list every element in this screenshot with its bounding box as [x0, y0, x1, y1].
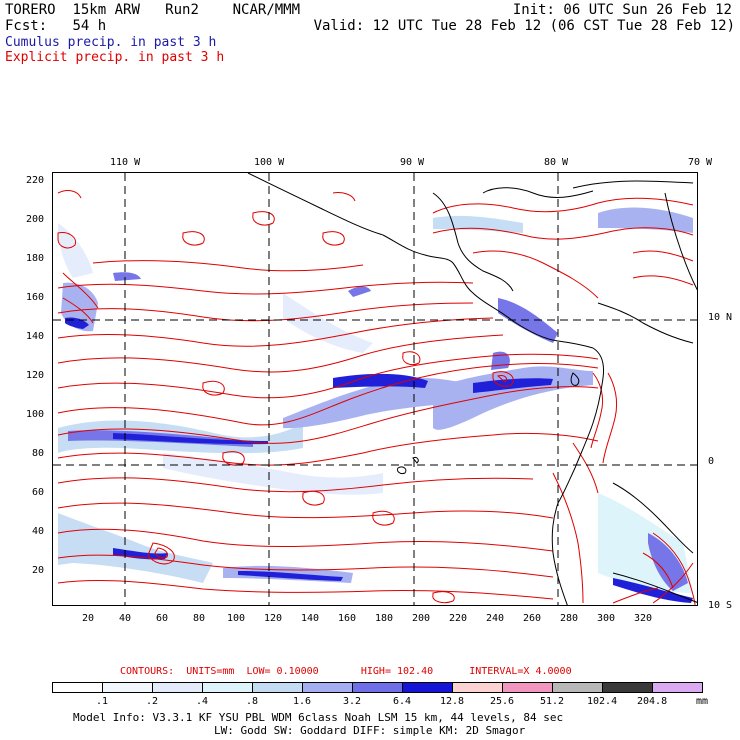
legend-swatch: [652, 682, 703, 693]
model-run: Run2: [165, 2, 199, 18]
init-time: Init: 06 UTC Sun 26 Feb 12: [512, 2, 732, 18]
legend-label: 25.6: [490, 696, 515, 707]
legend-swatch: [52, 682, 103, 693]
bottom-axis-label: 100: [227, 613, 246, 624]
legend-label: 102.4: [587, 696, 618, 707]
right-axis-label: 10 N: [708, 312, 733, 323]
legend-label: 3.2: [343, 696, 362, 707]
explicit-label: Explicit precip. in past 3 h: [5, 50, 225, 65]
contours-high: HIGH= 102.40: [360, 666, 434, 677]
legend-label: 51.2: [540, 696, 565, 707]
bottom-axis-label: 20: [82, 613, 95, 624]
latlon-grid: [53, 173, 697, 605]
bottom-axis-label: 80: [193, 613, 206, 624]
legend-swatch: [552, 682, 603, 693]
precip-map: [52, 172, 698, 606]
bottom-axis-label: 140: [301, 613, 320, 624]
model-info: Model Info: V3.3.1 KF YSU PBL WDM 6class…: [73, 711, 564, 724]
valid-time: Valid: 12 UTC Tue 28 Feb 12 (06 CST Tue …: [313, 18, 735, 34]
left-axis-label: 140: [26, 331, 45, 342]
legend-swatch: [202, 682, 253, 693]
right-axis-label: 10 S: [708, 600, 733, 611]
left-axis-label: 20: [32, 565, 45, 576]
legend-label: 1.6: [293, 696, 312, 707]
bottom-axis-label: 300: [597, 613, 616, 624]
legend-swatch: [152, 682, 203, 693]
legend-swatch: [252, 682, 303, 693]
left-axis-label: 80: [32, 448, 45, 459]
legend-label: .8: [246, 696, 259, 707]
bottom-axis-label: 240: [486, 613, 505, 624]
top-axis-label: 70 W: [688, 157, 713, 168]
bottom-axis-label: 260: [523, 613, 542, 624]
legend-swatch: [402, 682, 453, 693]
bottom-axis-label: 40: [119, 613, 132, 624]
legend-label: 204.8: [637, 696, 668, 707]
left-axis-label: 100: [26, 409, 45, 420]
left-axis-label: 120: [26, 370, 45, 381]
fcst-label: Fcst:: [5, 18, 48, 34]
map-canvas: [53, 173, 697, 605]
left-axis-label: 60: [32, 487, 45, 498]
top-axis-label: 90 W: [400, 157, 425, 168]
header-model: TORERO 15km ARW Run2 NCAR/MMM: [5, 3, 300, 17]
legend-swatch: [502, 682, 553, 693]
model-resolution: 15km ARW: [72, 2, 140, 18]
model-org: NCAR/MMM: [232, 2, 301, 18]
bottom-axis-label: 180: [375, 613, 394, 624]
legend-label: .1: [96, 696, 109, 707]
top-axis-label: 80 W: [544, 157, 569, 168]
contours-units: UNITS=mm: [186, 666, 235, 677]
left-axis-label: 180: [26, 253, 45, 264]
right-axis-label: 0: [708, 456, 715, 467]
legend-label: .4: [196, 696, 209, 707]
coastline: [247, 173, 697, 605]
legend-swatch: [602, 682, 653, 693]
legend-unit: mm: [696, 696, 709, 707]
top-axis-label: 100 W: [254, 157, 285, 168]
model-name: TORERO: [5, 2, 56, 18]
physics-info: LW: Godd SW: Goddard DIFF: simple KM: 2D…: [214, 724, 526, 737]
bottom-axis-label: 120: [264, 613, 283, 624]
explicit-precip-contours: [57, 190, 696, 605]
contours-label: CONTOURS:: [120, 666, 175, 677]
bottom-axis-label: 220: [449, 613, 468, 624]
contours-info: CONTOURS: UNITS=mm LOW= 0.10000 HIGH= 10…: [120, 667, 572, 677]
top-axis-label: 110 W: [110, 157, 141, 168]
left-axis-label: 220: [26, 175, 45, 186]
legend-swatch: [352, 682, 403, 693]
left-axis-label: 40: [32, 526, 45, 537]
forecast-hour: Fcst: 54 h: [5, 19, 106, 33]
fcst-value: 54 h: [72, 18, 107, 34]
legend-label: 6.4: [393, 696, 412, 707]
bottom-axis-label: 320: [634, 613, 653, 624]
legend-swatch: [102, 682, 153, 693]
legend-swatch: [302, 682, 353, 693]
bottom-axis-label: 60: [156, 613, 169, 624]
bottom-axis-label: 280: [560, 613, 579, 624]
contours-interval: INTERVAL=X 4.0000: [469, 666, 572, 677]
left-axis-label: 160: [26, 292, 45, 303]
legend-label: 12.8: [440, 696, 465, 707]
contours-low: LOW= 0.10000: [246, 666, 319, 677]
bottom-axis-label: 200: [412, 613, 431, 624]
cumulus-label: Cumulus precip. in past 3 h: [5, 35, 217, 50]
bottom-axis-label: 160: [338, 613, 357, 624]
left-axis-label: 200: [26, 214, 45, 225]
legend-label: .2: [146, 696, 159, 707]
legend-swatch: [452, 682, 503, 693]
